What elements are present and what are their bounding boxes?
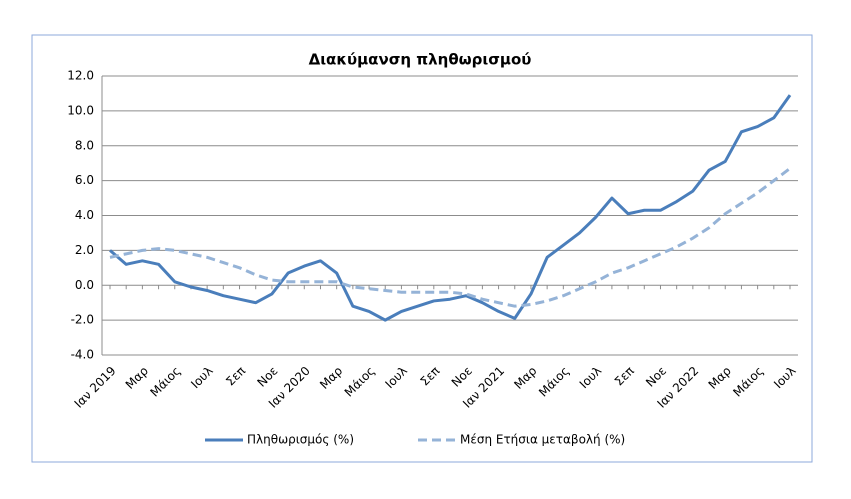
line-series <box>109 167 791 308</box>
chart-frame <box>31 34 813 463</box>
y-tick-label: 2.0 <box>75 243 94 257</box>
y-tick-label: 10.0 <box>67 103 94 117</box>
chart-title: Διακύμανση πληθωρισμού <box>309 51 532 69</box>
y-tick-label: 0.0 <box>75 278 94 292</box>
y-tick-label: -4.0 <box>71 348 94 362</box>
y-tick-label: 6.0 <box>75 173 94 187</box>
legend-label: Μέση Ετήσια μεταβολή (%) <box>460 433 625 447</box>
y-tick-label: -2.0 <box>71 313 94 327</box>
y-tick-label: 8.0 <box>75 138 94 152</box>
y-tick-label: 12.0 <box>67 69 94 83</box>
legend-label: Πληθωρισμός (%) <box>247 433 354 447</box>
y-tick-label: 4.0 <box>75 208 94 222</box>
line-series <box>109 94 792 322</box>
